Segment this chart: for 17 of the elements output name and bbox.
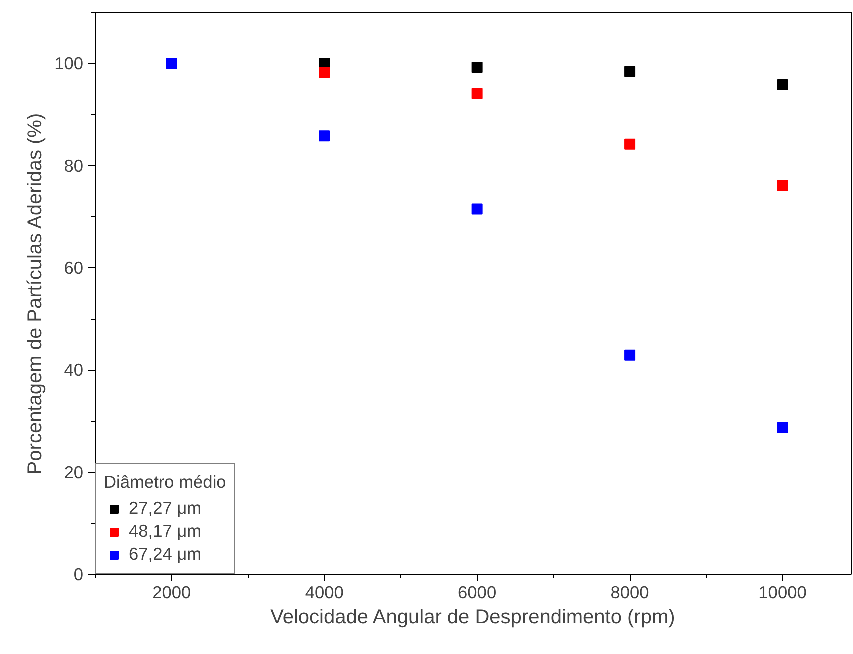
legend-title: Diâmetro médio: [104, 472, 226, 493]
y-tick-label: 40: [64, 360, 84, 380]
y-tick-label: 20: [64, 462, 84, 482]
legend-label: 27,27 μm: [129, 498, 202, 519]
y-tick-label: 100: [54, 54, 84, 74]
x-axis-title: Velocidade Angular de Desprendimento (rpm): [270, 606, 676, 628]
y-tick-label: 60: [64, 258, 84, 278]
y-axis-title: Porcentagem de Partículas Aderidas (%): [24, 113, 47, 475]
y-tick-label: 80: [64, 156, 84, 176]
x-tick-label: 8000: [610, 582, 650, 602]
legend-label: 48,17 μm: [129, 521, 202, 542]
x-tick-label: 2000: [152, 582, 192, 602]
x-tick-label: 4000: [305, 582, 344, 602]
x-tick-label: 6000: [458, 582, 497, 602]
legend-label: 67,24 μm: [129, 544, 202, 565]
x-tick-label: 10000: [758, 582, 807, 602]
y-tick-label: 0: [74, 564, 84, 584]
